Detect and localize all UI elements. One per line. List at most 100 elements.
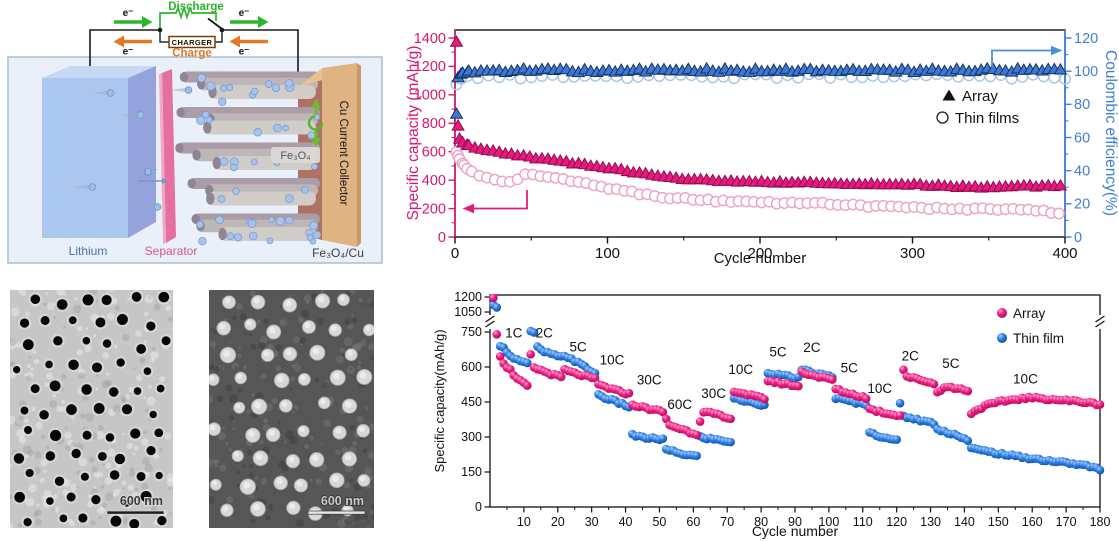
pore [45, 451, 56, 461]
sem-image-nanorod-array: 600 nm [209, 290, 374, 528]
li-ion-dot [266, 237, 274, 245]
rate-label: 5C [769, 344, 787, 359]
pore [24, 426, 32, 434]
y-left-tick-label: 0 [438, 230, 446, 246]
legend-ball-icon [997, 333, 1007, 343]
lithium-slab-side [128, 66, 156, 238]
pore [20, 406, 29, 415]
y-tick-label: 600 [461, 360, 482, 374]
li-ion-dot [309, 221, 319, 230]
arrow-down-icon [311, 138, 321, 147]
y-axis-title: Specific capacity(mAh/g) [432, 329, 447, 472]
switch-blade [207, 17, 223, 30]
nanorod-end-cap [206, 192, 215, 205]
pore [161, 336, 171, 346]
pore [155, 471, 163, 480]
pore [110, 515, 122, 527]
pore [53, 336, 63, 346]
x-tick-label: 200 [747, 245, 772, 262]
electron-flow-arrow-discharge-left [114, 16, 153, 28]
x-tick-label: 60 [686, 515, 700, 529]
axes: 0200400600800100012001400020406080100120… [414, 31, 1098, 262]
pore [13, 453, 25, 464]
li-ion-dot [311, 163, 318, 170]
series-array-efficiency [449, 61, 1068, 119]
y-left-tick-label: 1000 [414, 88, 446, 104]
pore [140, 491, 152, 502]
lithium-slab-top [42, 66, 156, 78]
lithiation-arrows-icon [307, 99, 324, 147]
li-ion-dot [306, 234, 314, 241]
series-array-capacity [449, 35, 1068, 193]
y-axis-left-title: Specific capacity (mAh/g) [405, 46, 422, 221]
pore [66, 404, 77, 415]
y-left-tick-label: 200 [422, 201, 446, 217]
electron-label: e⁻ [239, 8, 250, 19]
pore [78, 513, 88, 523]
pore [95, 317, 106, 328]
li-ion-dot [218, 97, 227, 106]
pore [46, 497, 54, 505]
pore [146, 445, 156, 456]
li-ion-dot [273, 123, 282, 133]
nanorod [219, 227, 316, 241]
y-right-tick-label: 20 [1074, 197, 1090, 213]
pore [116, 314, 128, 325]
rate-label: 2C [902, 348, 920, 363]
legend-circle-icon [936, 111, 949, 124]
legend-label: Thin film [1013, 331, 1064, 346]
x-tick-label: 130 [920, 515, 941, 529]
li-ion-arrow-head [162, 178, 168, 184]
pore [97, 451, 107, 461]
rate-label: 10C [1013, 371, 1038, 386]
li-ion-dot [285, 216, 294, 225]
ion-trail [129, 169, 147, 175]
li-ion-dot [284, 194, 294, 203]
arrow-up-icon [311, 99, 321, 108]
li-ion-dot [153, 203, 162, 211]
x-tick-label: 0 [451, 245, 459, 262]
li-ion-dot [248, 231, 258, 241]
x-tick-label: 180 [1090, 515, 1111, 529]
x-tick-label: 100 [818, 515, 839, 529]
li-ion-annotation: Li⁺ [138, 166, 168, 184]
legend-label: Array [962, 88, 998, 105]
pore [154, 428, 164, 438]
electron-label: e⁻ [239, 47, 250, 58]
y-right-tick-label: 0 [1074, 230, 1082, 246]
li-ion-label: Li⁺ [144, 166, 158, 178]
legend-label: Thin films [955, 110, 1019, 127]
charger-label: CHARGER [172, 38, 213, 47]
pore [91, 495, 101, 505]
x-tick-label: 400 [1052, 245, 1077, 262]
pore [116, 358, 125, 367]
fe3o4-cu-label: Fe₃O₄/Cu [312, 246, 364, 260]
y-axis-right-title: Coulombic efficiency(%) [1102, 50, 1119, 216]
rate-label: 2C [803, 340, 821, 355]
pore [130, 428, 141, 439]
rate-label: 5C [569, 340, 587, 355]
y-right-tick-label: 60 [1074, 130, 1090, 146]
x-tick-label: 160 [1022, 515, 1043, 529]
pore [30, 294, 41, 305]
fe3o4-cu-electrode: Cu Current Collector Fe₃O₄ Fe₃O₄/Cu [175, 63, 364, 260]
pore [23, 518, 32, 527]
legend-label: Array [1013, 306, 1046, 321]
separator: Separator [145, 69, 198, 258]
x-axis-title: Cycle number [752, 523, 839, 539]
separator-label: Separator [145, 244, 198, 258]
y-right-tick-label: 120 [1074, 31, 1098, 47]
axis-break-mask [1097, 315, 1103, 329]
ion-trail [92, 90, 110, 96]
pore [71, 448, 81, 459]
li-ion-dot [220, 84, 228, 92]
pore [66, 492, 76, 502]
wire-right [222, 29, 299, 84]
legend: Array Thin film [997, 306, 1064, 346]
li-ion-dot [206, 81, 216, 91]
discharge-loop-wire [159, 5, 217, 30]
fe3o4-label-chip [271, 147, 320, 163]
cu-slab-edge [357, 63, 361, 247]
